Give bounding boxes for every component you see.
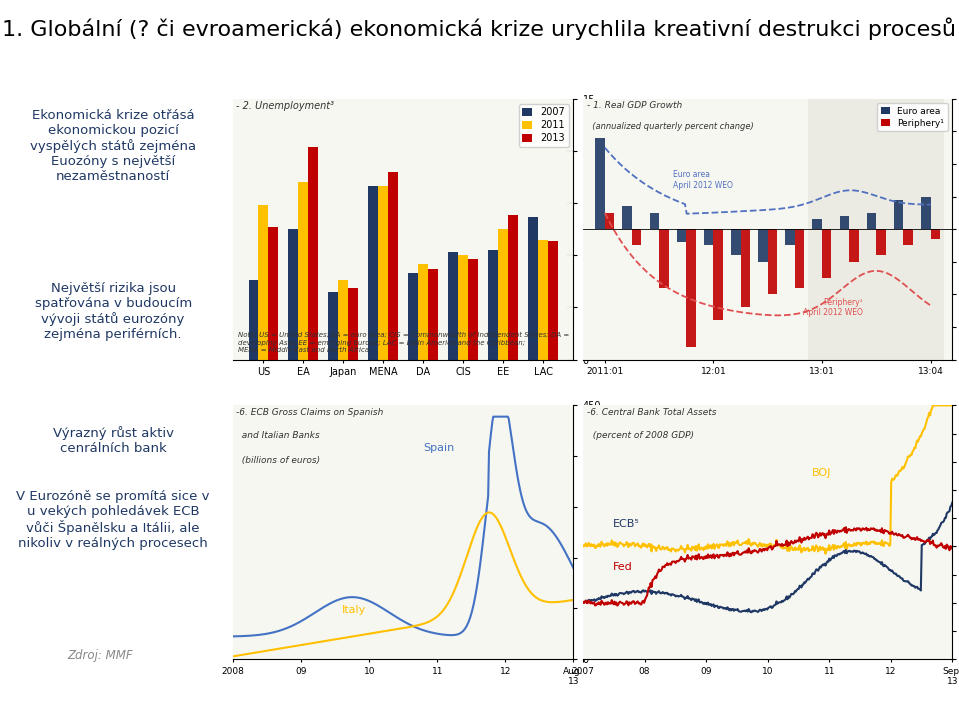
Text: Italy: Italy [342,606,366,615]
Bar [458,255,468,360]
Bar [605,213,615,229]
Bar [894,200,903,229]
Text: Periphery¹
April 2012 WEO: Periphery¹ April 2012 WEO [803,298,863,317]
Text: ECB pohledávky vůči Sp a I bankám po
růstu klesají: ECB pohledávky vůči Sp a I bankám po růs… [259,367,548,398]
Bar [785,229,795,245]
Text: (annualized quarterly percent change): (annualized quarterly percent change) [587,122,754,131]
Bar [269,228,278,360]
Bar [808,99,945,360]
Bar [867,213,877,229]
Text: Spain: Spain [424,443,455,453]
Bar [409,273,418,360]
Bar [596,137,605,229]
Bar [768,229,777,295]
Bar [418,264,429,360]
Text: - 2. Unemployment³: - 2. Unemployment³ [237,102,335,111]
Bar [259,204,269,360]
Bar [248,280,259,360]
Bar [649,213,659,229]
Bar [429,269,438,360]
Bar [339,280,348,360]
Text: BOJ: BOJ [812,468,831,479]
Bar [687,229,695,346]
Text: and Italian Banks: and Italian Banks [237,431,320,440]
Text: Výrazný růst aktiv
cenrálních bank: Výrazný růst aktiv cenrálních bank [53,427,174,455]
Bar [309,147,318,360]
Bar [812,219,822,229]
Text: Note: US = United States; EA = euro area; CIS = Commonwealth of Independent Stat: Note: US = United States; EA = euro area… [238,332,569,352]
Bar [930,229,940,239]
Bar [378,185,388,360]
Bar [498,229,508,360]
Bar [704,229,713,245]
Text: V Eurozóně se promítá sice v
u vekých pohledávek ECB
vůči Španělsku a Itálii, al: V Eurozóně se promítá sice v u vekých po… [16,490,210,551]
Bar [731,229,740,255]
Text: Zhoršující se prognózy zpomalení HDP
Eurozony oproti světu (MMF 4/2013): Zhoršující se prognózy zpomalení HDP Eur… [623,55,912,83]
Text: Fed: Fed [613,563,632,572]
Text: 1. Globální (? či evroamerická) ekonomická krize urychlila kreativní destrukci p: 1. Globální (? či evroamerická) ekonomic… [3,18,956,40]
Bar [548,241,558,360]
Bar [903,229,913,245]
Bar [622,207,632,229]
Bar [849,229,858,262]
Bar [921,197,930,229]
Bar [538,240,548,360]
Legend: 2007, 2011, 2013: 2007, 2011, 2013 [519,104,569,147]
Bar [448,252,458,360]
Bar [677,229,687,243]
Bar [368,185,378,360]
Bar [488,250,498,360]
Bar [528,217,538,360]
Text: Celková aktiva centrálních bank k HDP
(MMF 10/2013): Celková aktiva centrálních bank k HDP (M… [622,369,913,396]
Text: -6. Central Bank Total Assets: -6. Central Bank Total Assets [587,408,716,417]
Bar [795,229,805,288]
Bar [289,229,298,360]
Bar [508,215,518,360]
Bar [759,229,768,262]
Bar [468,259,479,360]
Text: Největší rizika jsou
spatřována v budoucím
vývoji států eurozóny
zejména perifér: Největší rizika jsou spatřována v budouc… [35,282,192,341]
Bar [632,229,642,245]
Text: (billions of euros): (billions of euros) [237,456,320,465]
Bar [713,229,723,320]
Text: - 1. Real GDP Growth: - 1. Real GDP Growth [587,102,682,110]
Text: -6. ECB Gross Claims on Spanish: -6. ECB Gross Claims on Spanish [237,408,384,417]
Bar [348,288,359,360]
Bar [740,229,750,307]
Text: (percent of 2008 GDP): (percent of 2008 GDP) [587,431,693,440]
Bar [298,182,309,360]
Text: Zdroj: MMF: Zdroj: MMF [67,649,132,661]
Bar [822,229,831,278]
Legend: Euro area, Periphery¹: Euro area, Periphery¹ [877,103,947,131]
Bar [328,292,339,360]
Text: Nezaměstnanost ve světových
regionech (MMF 4/2013): Nezaměstnanost ve světových regionech (M… [290,55,517,83]
Text: Euro area
April 2012 WEO: Euro area April 2012 WEO [672,171,733,190]
Bar [659,229,668,288]
Bar [840,216,849,229]
Bar [877,229,886,255]
Text: Ekonomická krize otřásá
ekonomickou pozicí
vyspělých států zejména
Euozóny s nej: Ekonomická krize otřásá ekonomickou pozi… [30,109,197,183]
Bar [388,172,398,360]
Text: ECB⁵: ECB⁵ [613,519,640,529]
